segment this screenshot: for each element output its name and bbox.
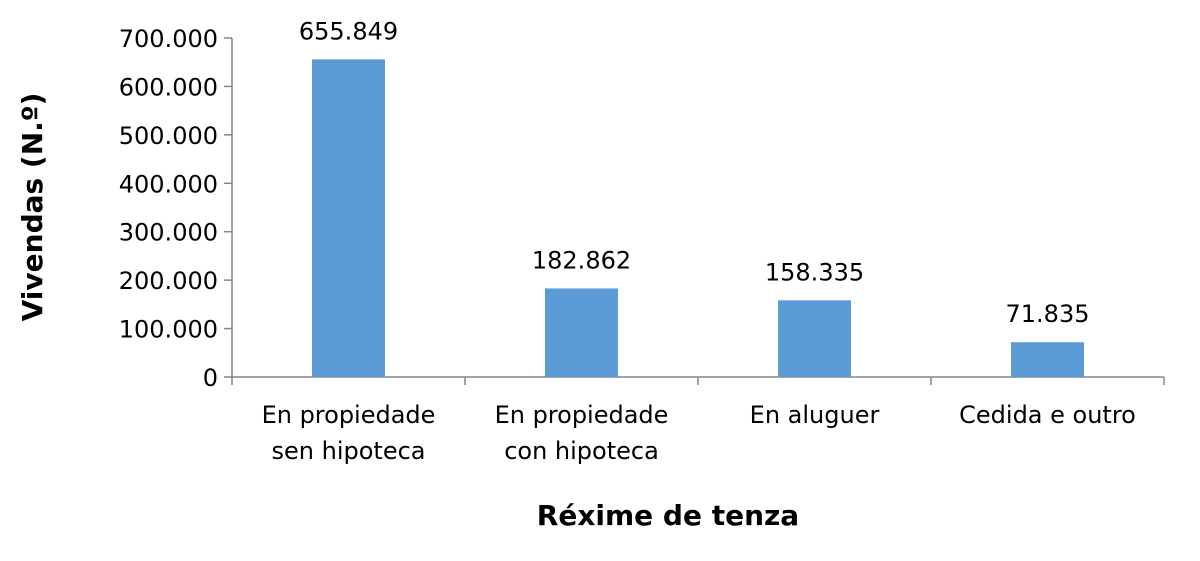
category-labels: En propiedade sen hipoteca En propiedade co… bbox=[262, 401, 1136, 465]
y-tick-label: 700.000 bbox=[119, 25, 218, 53]
bar bbox=[545, 288, 618, 377]
data-labels: 655.849 182.862 158.335 71.835 bbox=[299, 17, 1090, 328]
category-label: En propiedade bbox=[495, 401, 669, 429]
x-axis-title: Réxime de tenza bbox=[537, 499, 799, 532]
bars bbox=[312, 59, 1084, 377]
data-label: 71.835 bbox=[1006, 300, 1090, 328]
y-tick-label: 500.000 bbox=[119, 122, 218, 150]
y-tick-label: 300.000 bbox=[119, 219, 218, 247]
data-label: 182.862 bbox=[532, 246, 631, 274]
category-label: con hipoteca bbox=[504, 437, 659, 465]
bar bbox=[778, 300, 851, 377]
y-tick-label: 0 bbox=[203, 364, 218, 392]
data-label: 655.849 bbox=[299, 17, 398, 45]
y-axis-title: Vivendas (N.º) bbox=[16, 93, 49, 322]
category-label: Cedida e outro bbox=[959, 401, 1136, 429]
bar bbox=[1011, 342, 1084, 377]
category-label: sen hipoteca bbox=[272, 437, 426, 465]
y-tick-label: 100.000 bbox=[119, 316, 218, 344]
category-label: En propiedade bbox=[262, 401, 436, 429]
y-tick-label: 200.000 bbox=[119, 267, 218, 295]
y-tick-label: 400.000 bbox=[119, 170, 218, 198]
x-axis bbox=[231, 376, 1165, 385]
data-label: 158.335 bbox=[765, 258, 864, 286]
y-axis: 0 100.000 200.000 300.000 400.000 500.000 600.… bbox=[119, 25, 233, 392]
category-label: En aluguer bbox=[750, 401, 880, 429]
y-tick-label: 600.000 bbox=[119, 73, 218, 101]
bar bbox=[312, 59, 385, 377]
